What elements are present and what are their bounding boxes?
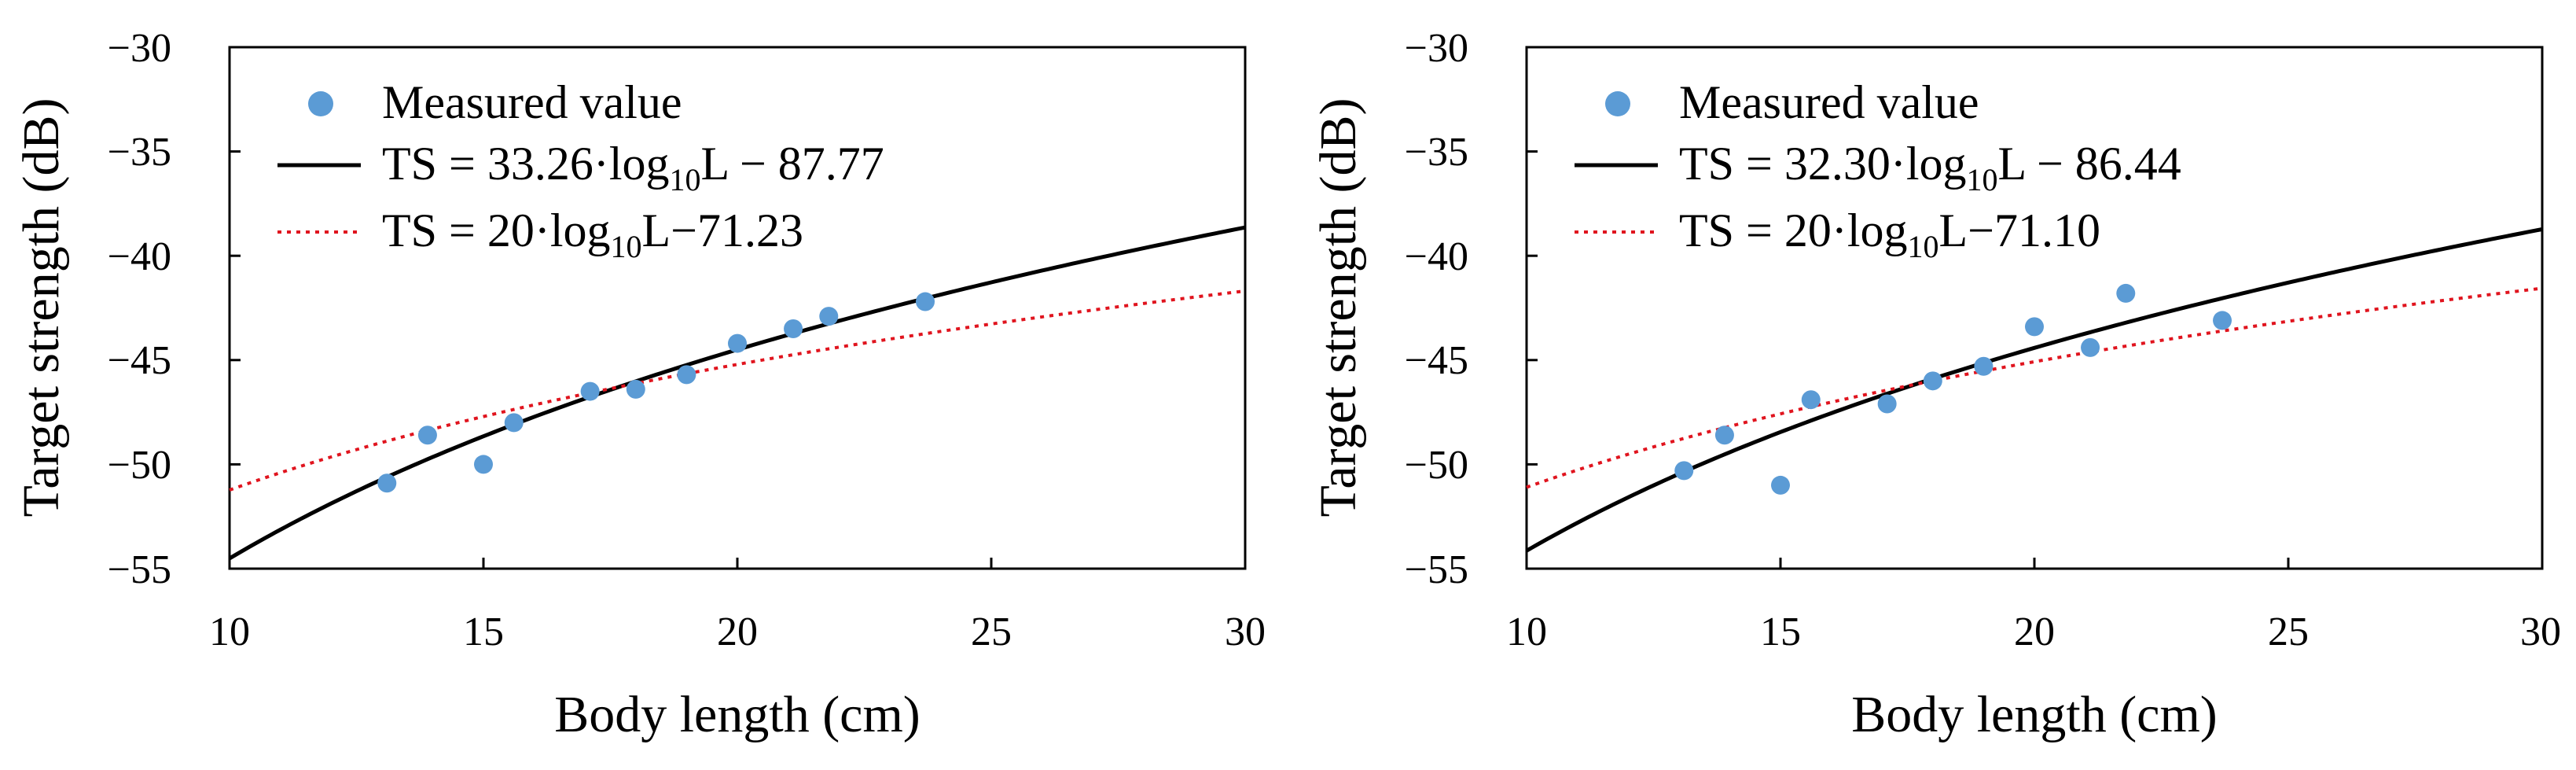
fit-curve	[228, 225, 1246, 561]
data-point	[2116, 283, 2136, 303]
y-tick-labels: −30 −35 −40 −45 −50 −55	[1405, 26, 1468, 592]
x-tick-label: 10	[1506, 610, 1547, 654]
data-point	[819, 307, 839, 326]
legend-marker-measured	[308, 91, 333, 116]
legend: Measured value TS = 32.30·log10L − 86.44…	[1575, 76, 2181, 264]
data-point	[504, 413, 524, 433]
y-tick-label: −30	[108, 26, 171, 71]
data-point	[2213, 311, 2232, 330]
data-point	[377, 473, 397, 493]
data-point	[728, 333, 747, 353]
y-tick-label: −50	[1405, 443, 1468, 488]
data-point	[580, 381, 600, 401]
y-tick-label: −45	[108, 338, 171, 383]
data-point	[1877, 394, 1897, 414]
data-point	[2081, 337, 2100, 357]
legend-label-reference: TS = 20·log10L−71.10	[1679, 204, 2100, 264]
fit-curve	[1525, 227, 2543, 553]
data-point	[474, 455, 493, 474]
legend: Measured value TS = 33.26·log10L − 87.77…	[277, 76, 884, 264]
x-tick-label: 25	[971, 610, 1012, 654]
data-point	[417, 426, 437, 445]
legend-marker-measured	[1605, 91, 1630, 116]
x-tick-labels: 10 15 20 25 30	[1506, 610, 2561, 654]
data-point	[1923, 371, 1942, 391]
legend-label-fit: TS = 32.30·log10L − 86.44	[1679, 138, 2181, 197]
y-tick-label: −35	[108, 130, 171, 175]
y-tick-label: −55	[108, 547, 171, 592]
y-tick-labels: −30 −35 −40 −45 −50 −55	[108, 26, 171, 592]
chart-panel-left: −30 −35 −40 −45 −50 −55 10 15 20 25 30 B…	[13, 26, 1266, 743]
x-tick-label: 30	[1225, 610, 1266, 654]
chart-panel-right: −30 −35 −40 −45 −50 −55 10 15 20 25 30 B…	[1310, 26, 2561, 743]
data-point	[1714, 426, 1734, 445]
y-tick-label: −55	[1405, 547, 1468, 592]
data-point	[626, 379, 645, 399]
y-tick-label: −40	[1405, 234, 1468, 279]
x-axis-label: Body length (cm)	[554, 686, 921, 743]
x-tick-label: 30	[2520, 610, 2561, 654]
legend-label-measured: Measured value	[1679, 76, 1979, 128]
x-axis-label: Body length (cm)	[1851, 686, 2218, 743]
x-tick-label: 15	[463, 610, 504, 654]
reference-curve	[229, 289, 1246, 492]
data-point	[916, 292, 935, 311]
x-tick-label: 20	[717, 610, 758, 654]
x-tick-label: 25	[2268, 610, 2309, 654]
y-tick-label: −45	[1405, 338, 1468, 383]
y-axis-label: Target strength (dB)	[13, 98, 70, 517]
x-tick-label: 15	[1760, 610, 1801, 654]
y-tick-label: −40	[108, 234, 171, 279]
data-point	[677, 365, 696, 385]
legend-label-fit: TS = 33.26·log10L − 87.77	[382, 138, 884, 197]
x-tick-label: 20	[2014, 610, 2055, 654]
data-point	[1974, 356, 1994, 376]
y-tick-label: −50	[108, 443, 171, 488]
y-tick-label: −35	[1405, 130, 1468, 175]
legend-label-reference: TS = 20·log10L−71.23	[382, 204, 803, 264]
x-tick-label: 10	[209, 610, 250, 654]
data-point	[784, 319, 803, 339]
y-axis-label: Target strength (dB)	[1310, 98, 1367, 517]
legend-label-measured: Measured value	[382, 76, 682, 128]
y-tick-label: −30	[1405, 26, 1468, 71]
data-point	[1771, 475, 1790, 495]
x-tick-labels: 10 15 20 25 30	[209, 610, 1266, 654]
data-point	[2025, 317, 2044, 337]
data-point	[1801, 390, 1821, 410]
data-point	[1674, 461, 1694, 481]
